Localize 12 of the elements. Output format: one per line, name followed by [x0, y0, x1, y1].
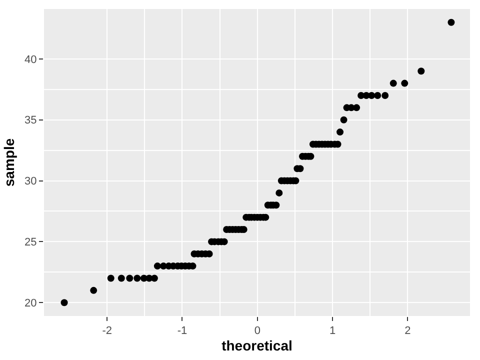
- x-tick-label: 1: [329, 325, 336, 338]
- y-tick-label: 35: [24, 114, 37, 127]
- x-axis-title: theoretical: [222, 338, 292, 354]
- y-tick-label: 40: [24, 54, 37, 66]
- y-tick-label: 25: [24, 236, 37, 249]
- y-tick-label: 30: [24, 176, 37, 188]
- x-tick-label: -1: [177, 325, 188, 338]
- x-tick-label: 0: [254, 325, 260, 338]
- x-tick-label: 2: [404, 325, 411, 338]
- y-tick-label: 20: [24, 297, 37, 310]
- y-axis-title: sample: [1, 138, 18, 187]
- x-tick-label: -2: [102, 325, 112, 338]
